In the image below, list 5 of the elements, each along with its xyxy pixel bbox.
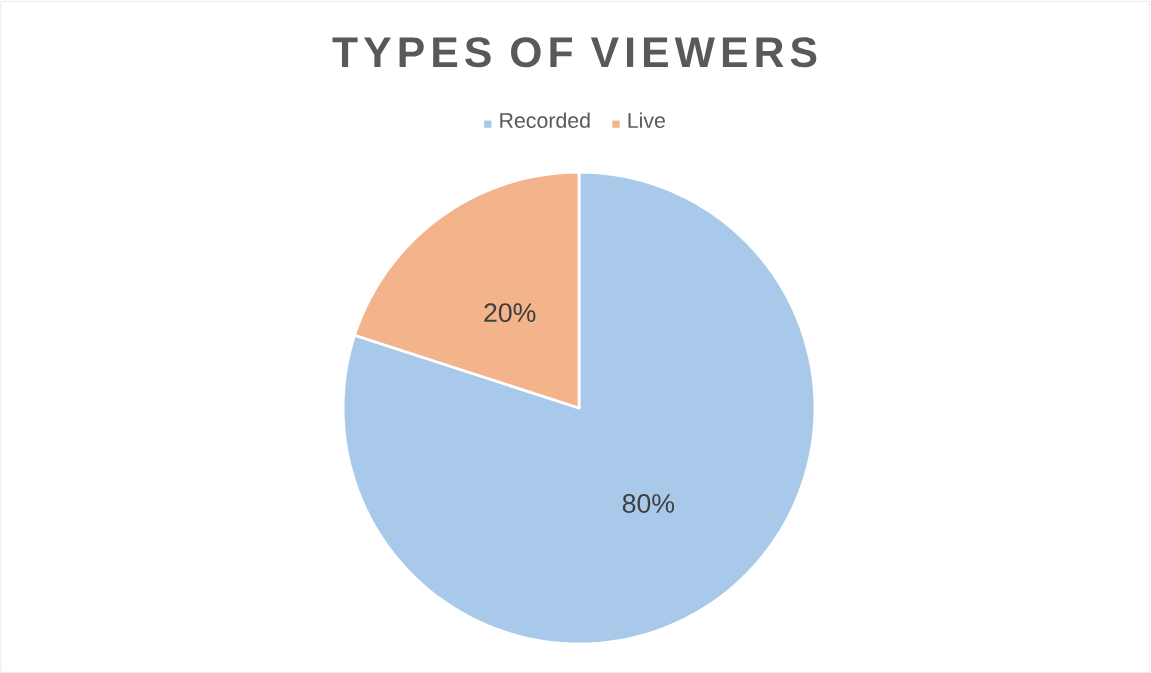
- data-label: 80%: [622, 493, 675, 513]
- chart-title: TYPES OF VIEWERS: [332, 37, 817, 68]
- legend-label: Live: [628, 112, 665, 128]
- legend-label: Recorded: [500, 112, 590, 128]
- data-label: 20%: [484, 303, 536, 322]
